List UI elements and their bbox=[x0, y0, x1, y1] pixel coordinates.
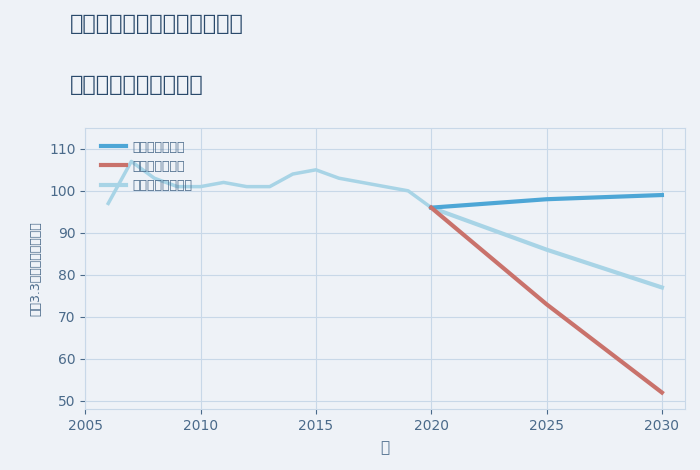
Text: 兵庫県姫路市新在家中の町の: 兵庫県姫路市新在家中の町の bbox=[70, 14, 244, 34]
バッドシナリオ bbox=[427, 205, 435, 211]
Text: 中古戸建ての価格推移: 中古戸建ての価格推移 bbox=[70, 75, 204, 95]
Line: グッドシナリオ: グッドシナリオ bbox=[431, 195, 662, 208]
Legend: グッドシナリオ, バッドシナリオ, ノーマルシナリオ: グッドシナリオ, バッドシナリオ, ノーマルシナリオ bbox=[97, 137, 196, 196]
ノーマルシナリオ bbox=[542, 247, 551, 252]
Y-axis label: 坪（3.3㎡）単価（万円）: 坪（3.3㎡）単価（万円） bbox=[29, 221, 42, 316]
バッドシナリオ bbox=[542, 301, 551, 307]
ノーマルシナリオ bbox=[427, 205, 435, 211]
グッドシナリオ bbox=[427, 205, 435, 211]
Line: バッドシナリオ: バッドシナリオ bbox=[431, 208, 662, 392]
グッドシナリオ bbox=[542, 196, 551, 202]
Line: ノーマルシナリオ: ノーマルシナリオ bbox=[431, 208, 662, 288]
X-axis label: 年: 年 bbox=[381, 440, 390, 455]
バッドシナリオ bbox=[658, 390, 666, 395]
グッドシナリオ bbox=[658, 192, 666, 198]
ノーマルシナリオ bbox=[658, 285, 666, 290]
